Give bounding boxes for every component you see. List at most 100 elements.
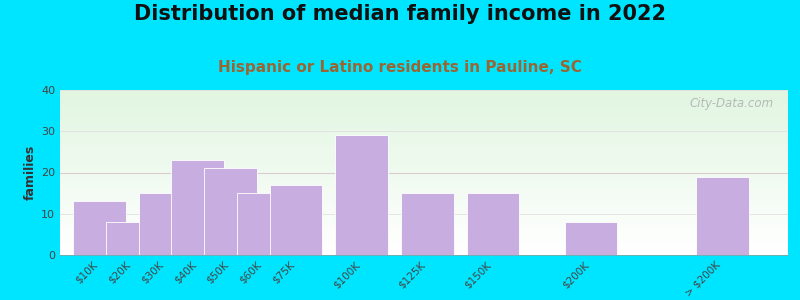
Bar [60,252,788,253]
Bar [565,222,618,255]
Bar [60,227,788,229]
Bar [696,177,749,255]
Bar [60,204,788,206]
Bar [60,209,788,211]
Bar [60,97,788,98]
Bar [60,242,788,244]
Bar [60,247,788,248]
Bar [60,101,788,103]
Bar [60,106,788,108]
Bar [60,186,788,187]
Text: Distribution of median family income in 2022: Distribution of median family income in … [134,4,666,25]
Bar [60,174,788,176]
Bar [60,171,788,172]
Bar [60,128,788,130]
Bar [60,144,788,146]
Bar [60,182,788,184]
Bar [60,167,788,169]
Bar [60,219,788,220]
Bar [237,193,290,255]
Bar [60,161,788,163]
Bar [60,217,788,219]
Bar [60,176,788,177]
Bar [60,121,788,123]
Bar [60,98,788,100]
Bar [60,197,788,199]
Bar [60,181,788,182]
Bar [60,154,788,156]
Bar [60,151,788,153]
Bar [60,206,788,207]
Bar [60,244,788,245]
Bar [60,153,788,154]
Bar [60,164,788,166]
Bar [60,179,788,181]
Bar [60,126,788,128]
Text: Hispanic or Latino residents in Pauline, SC: Hispanic or Latino residents in Pauline,… [218,60,582,75]
Bar [60,133,788,134]
Text: City-Data.com: City-Data.com [690,97,774,110]
Bar [60,105,788,106]
Bar [60,202,788,204]
Bar [60,108,788,110]
Bar [60,120,788,121]
Bar [60,111,788,113]
Bar [138,193,191,255]
Bar [60,222,788,224]
Bar [60,196,788,197]
Bar [60,131,788,133]
Bar [60,149,788,151]
Bar [60,245,788,247]
Bar [60,113,788,115]
Bar [60,140,788,141]
Bar [73,201,126,255]
Bar [60,159,788,161]
Bar [60,212,788,214]
Bar [60,240,788,242]
Bar [60,158,788,159]
Bar [60,230,788,232]
Bar [60,199,788,200]
Bar [60,163,788,164]
Bar [60,138,788,140]
Bar [60,156,788,158]
Bar [204,168,257,255]
Bar [60,177,788,179]
Bar [60,130,788,131]
Bar [60,253,788,255]
Y-axis label: families: families [24,145,37,200]
Bar [60,200,788,202]
Bar [60,115,788,116]
Bar [60,191,788,192]
Bar [60,95,788,97]
Bar [60,189,788,191]
Bar [60,237,788,238]
Bar [60,166,788,167]
Bar [60,233,788,235]
Bar [60,103,788,105]
Bar [60,118,788,120]
Bar [60,184,788,186]
Bar [171,160,224,255]
Bar [60,192,788,194]
Bar [60,172,788,174]
Bar [60,248,788,250]
Bar [106,222,158,255]
Bar [60,207,788,209]
Bar [60,92,788,93]
Bar [60,146,788,148]
Bar [60,238,788,240]
Bar [60,136,788,138]
Bar [60,116,788,118]
Bar [60,215,788,217]
Bar [60,169,788,171]
Bar [60,224,788,225]
Bar [466,193,519,255]
Bar [60,100,788,101]
Bar [401,193,454,255]
Bar [60,110,788,111]
Bar [60,211,788,212]
Bar [60,214,788,215]
Bar [60,229,788,230]
Bar [60,90,788,92]
